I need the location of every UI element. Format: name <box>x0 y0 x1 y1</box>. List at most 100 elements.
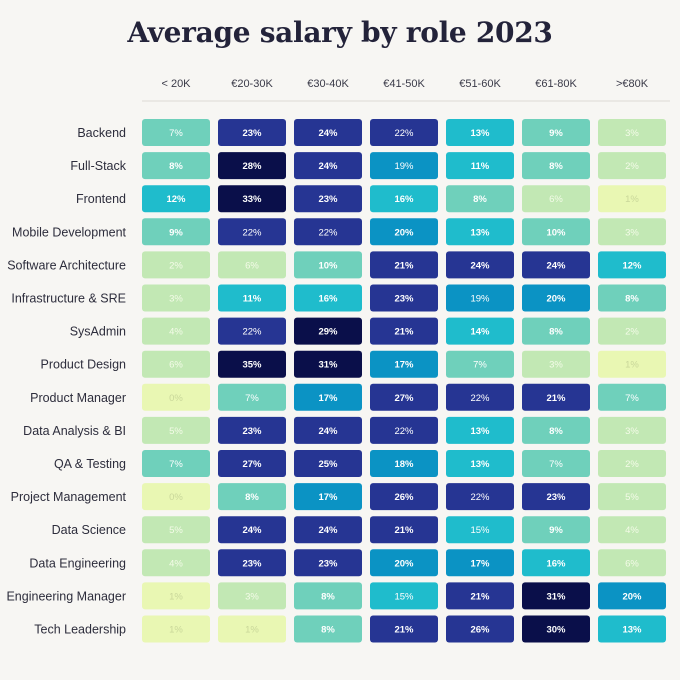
cell-value-label: 6% <box>625 558 639 569</box>
cell-value-label: 0% <box>169 492 183 503</box>
row-label: Product Design <box>41 358 127 372</box>
heatmap-cell <box>218 119 286 146</box>
heatmap-cell <box>294 317 362 345</box>
cell-value-label: 6% <box>245 260 259 271</box>
heatmap-cell <box>446 450 514 477</box>
row-label: SysAdmin <box>70 325 126 339</box>
heatmap-cell <box>370 185 438 213</box>
cell-value-label: 22% <box>470 492 490 503</box>
heatmap-cell <box>522 185 590 213</box>
cell-value-label: 7% <box>169 128 183 139</box>
cell-value-label: 31% <box>318 360 338 371</box>
cell-value-label: 22% <box>394 426 414 437</box>
cell-value-label: 16% <box>318 294 338 305</box>
row-label: Frontend <box>76 192 126 206</box>
heatmap-cell <box>370 152 438 180</box>
cell-value-label: 4% <box>169 327 183 338</box>
heatmap-cell <box>218 185 286 213</box>
heatmap-cell <box>142 383 210 411</box>
cell-value-label: 26% <box>394 492 414 503</box>
heatmap-cell <box>598 582 666 610</box>
heatmap-cell <box>142 450 210 477</box>
cell-value-label: 21% <box>394 260 414 271</box>
cell-value-label: 11% <box>243 294 262 305</box>
cell-value-label: 15% <box>394 591 414 602</box>
heatmap-cell <box>598 383 666 411</box>
heatmap-cell <box>522 218 590 246</box>
cell-value-label: 13% <box>470 426 490 437</box>
heatmap-cell <box>522 549 590 577</box>
heatmap-cell <box>522 582 590 610</box>
cell-value-label: 9% <box>549 128 563 139</box>
heatmap-cell <box>142 483 210 511</box>
cell-value-label: 23% <box>318 558 338 569</box>
heatmap-cell <box>598 119 666 146</box>
cell-value-label: 12% <box>166 194 186 205</box>
heatmap-cell <box>294 152 362 180</box>
cell-value-label: 1% <box>245 625 259 636</box>
cell-value-label: 23% <box>394 294 414 305</box>
cell-value-label: 21% <box>394 327 414 338</box>
cell-value-label: 1% <box>625 360 639 371</box>
cell-value-label: 8% <box>549 426 563 437</box>
heatmap-cell <box>446 383 514 411</box>
heatmap-cell <box>446 317 514 345</box>
row-label: Data Analysis & BI <box>23 424 126 438</box>
cell-value-label: 24% <box>318 128 338 139</box>
row-label: Mobile Development <box>12 225 126 239</box>
heatmap-cell <box>294 284 362 312</box>
cell-value-label: 23% <box>546 492 566 503</box>
row-label: Backend <box>77 126 126 140</box>
cell-value-label: 1% <box>625 194 639 205</box>
heatmap-cell <box>522 615 590 643</box>
heatmap-cell <box>522 383 590 411</box>
heatmap-cell <box>142 119 210 146</box>
cell-value-label: 3% <box>549 360 563 371</box>
cell-value-label: 7% <box>473 360 487 371</box>
heatmap-cell <box>446 218 514 246</box>
cell-value-label: 24% <box>318 161 338 172</box>
heatmap-cell <box>370 516 438 544</box>
heatmap-cell <box>218 483 286 511</box>
cell-value-label: 4% <box>169 558 183 569</box>
cell-value-label: 9% <box>169 227 183 238</box>
heatmap-cell <box>294 516 362 544</box>
heatmap-cell <box>294 383 362 411</box>
cell-value-label: 20% <box>546 294 566 305</box>
cell-value-label: 23% <box>242 426 262 437</box>
column-label: €30-40K <box>307 78 349 90</box>
cell-value-label: 21% <box>394 625 414 636</box>
heatmap-cell <box>218 350 286 378</box>
heatmap-cell <box>598 549 666 577</box>
cell-value-label: 10% <box>546 227 566 238</box>
cell-value-label: 11% <box>471 161 490 172</box>
heatmap-cell <box>446 350 514 378</box>
heatmap-cell <box>522 483 590 511</box>
cell-value-label: 19% <box>470 294 490 305</box>
cell-value-label: 7% <box>549 459 563 470</box>
heatmap-cell <box>370 251 438 279</box>
row-label: Data Engineering <box>29 556 126 570</box>
heatmap-cell <box>446 185 514 213</box>
cell-value-label: 3% <box>625 227 639 238</box>
heatmap-cell <box>522 152 590 180</box>
cell-value-label: 30% <box>546 625 566 636</box>
cell-value-label: 17% <box>318 393 338 404</box>
heatmap-cell <box>522 251 590 279</box>
cell-value-label: 35% <box>242 360 262 371</box>
row-label: Infrastructure & SRE <box>11 292 126 306</box>
heatmap-cell <box>522 284 590 312</box>
column-label: €41-50K <box>383 78 425 90</box>
cell-value-label: 24% <box>318 426 338 437</box>
cell-value-label: 21% <box>470 591 490 602</box>
heatmap-cell <box>446 119 514 146</box>
cell-value-label: 16% <box>546 558 566 569</box>
heatmap-cell <box>218 152 286 180</box>
heatmap-cell <box>446 516 514 544</box>
heatmap-cell <box>446 416 514 444</box>
heatmap-cell <box>142 284 210 312</box>
row-label: Data Science <box>52 523 126 537</box>
column-label: >€80K <box>616 78 649 90</box>
heatmap-cell <box>370 416 438 444</box>
cell-value-label: 8% <box>169 161 183 172</box>
